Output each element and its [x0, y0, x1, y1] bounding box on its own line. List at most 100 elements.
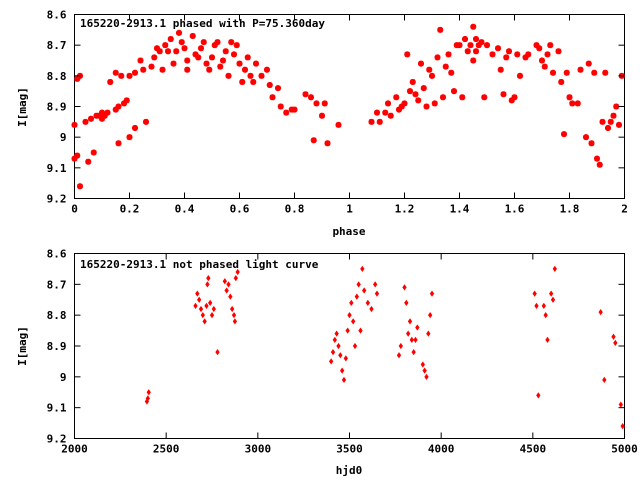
data-point — [428, 312, 433, 319]
data-point — [341, 376, 347, 384]
data-point — [167, 36, 174, 43]
x-tick-label: 0.4 — [175, 203, 195, 216]
data-point — [503, 54, 510, 61]
data-point — [411, 349, 416, 356]
data-point — [140, 66, 147, 73]
x-axis-ticks: 0 0.2 0.4 0.6 0.8 1 1.2 1.4 1.6 1.8 2 — [71, 14, 628, 216]
data-point — [484, 42, 490, 49]
data-point — [552, 265, 557, 273]
y-tick-label: 8.8 — [47, 70, 67, 83]
data-point — [137, 57, 144, 64]
data-point — [402, 284, 407, 291]
data-point — [602, 69, 609, 76]
x-tick-label: 2500 — [153, 443, 180, 456]
x-tick-label: 4000 — [428, 443, 455, 456]
data-point — [302, 91, 309, 98]
data-point — [198, 45, 204, 52]
data-point — [217, 63, 224, 70]
data-point — [616, 121, 622, 128]
data-point — [204, 302, 209, 310]
data-point — [112, 69, 119, 76]
data-point — [541, 302, 546, 310]
data-point — [611, 333, 616, 340]
data-point — [541, 63, 548, 70]
data-point — [382, 109, 389, 116]
data-point — [374, 290, 380, 297]
data-point — [360, 265, 365, 273]
data-point — [607, 118, 614, 125]
x-axis-label: phase — [332, 225, 365, 238]
x-tick-label: 1.2 — [395, 203, 415, 216]
data-point — [205, 281, 210, 288]
data-point — [358, 327, 363, 334]
data-point — [500, 91, 507, 98]
data-point — [420, 361, 425, 368]
data-point — [319, 112, 325, 119]
data-point — [321, 100, 328, 107]
data-point — [195, 290, 200, 297]
data-point — [462, 36, 468, 43]
data-point — [269, 94, 276, 101]
data-point — [445, 51, 452, 58]
data-point — [422, 367, 427, 374]
data-point — [96, 112, 103, 119]
data-point — [420, 85, 427, 92]
data-point — [206, 66, 213, 73]
data-point — [211, 305, 216, 313]
y-tick-label: 8.9 — [47, 340, 67, 353]
data-point — [464, 48, 471, 55]
data-point — [232, 318, 238, 325]
data-point — [215, 349, 220, 356]
data-point — [613, 339, 618, 347]
data-point — [374, 109, 380, 116]
data-point — [525, 51, 532, 58]
data-point — [424, 373, 429, 380]
data-point — [596, 161, 603, 168]
data-point — [126, 72, 133, 79]
data-point — [121, 100, 127, 107]
data-point — [404, 51, 411, 58]
data-point — [426, 66, 433, 73]
data-point — [209, 54, 215, 61]
data-point — [429, 72, 435, 79]
data-point — [398, 342, 403, 350]
data-point — [165, 48, 171, 55]
data-point — [151, 54, 158, 61]
data-point — [231, 51, 237, 58]
data-point — [250, 78, 257, 85]
data-point — [291, 106, 298, 113]
data-point — [208, 299, 213, 306]
data-point — [591, 69, 598, 76]
data-point — [115, 103, 122, 110]
data-point — [459, 94, 466, 101]
data-point — [448, 69, 455, 76]
x-tick-label: 4500 — [520, 443, 547, 456]
data-point — [145, 395, 150, 402]
data-point — [266, 82, 273, 89]
data-point — [599, 118, 606, 125]
data-point — [376, 118, 383, 125]
data-point — [356, 281, 361, 288]
data-point — [283, 109, 290, 116]
y-tick-label: 8.6 — [47, 248, 67, 261]
y-tick-label: 9.2 — [47, 193, 67, 206]
data-point — [235, 268, 240, 276]
data-point — [195, 54, 202, 61]
data-point — [349, 299, 354, 306]
data-point — [533, 42, 540, 49]
data-point — [220, 57, 226, 64]
data-point — [539, 57, 545, 64]
data-point — [101, 112, 108, 119]
data-point — [176, 29, 182, 36]
data-point — [336, 342, 341, 350]
data-point — [132, 69, 138, 76]
data-point — [387, 112, 394, 119]
data-point — [508, 97, 515, 104]
data-point — [413, 336, 418, 343]
data-point — [423, 103, 430, 110]
data-point — [594, 155, 600, 162]
data-point — [231, 312, 237, 319]
data-point — [418, 60, 424, 67]
data-point — [415, 97, 422, 104]
data-point — [481, 94, 488, 101]
